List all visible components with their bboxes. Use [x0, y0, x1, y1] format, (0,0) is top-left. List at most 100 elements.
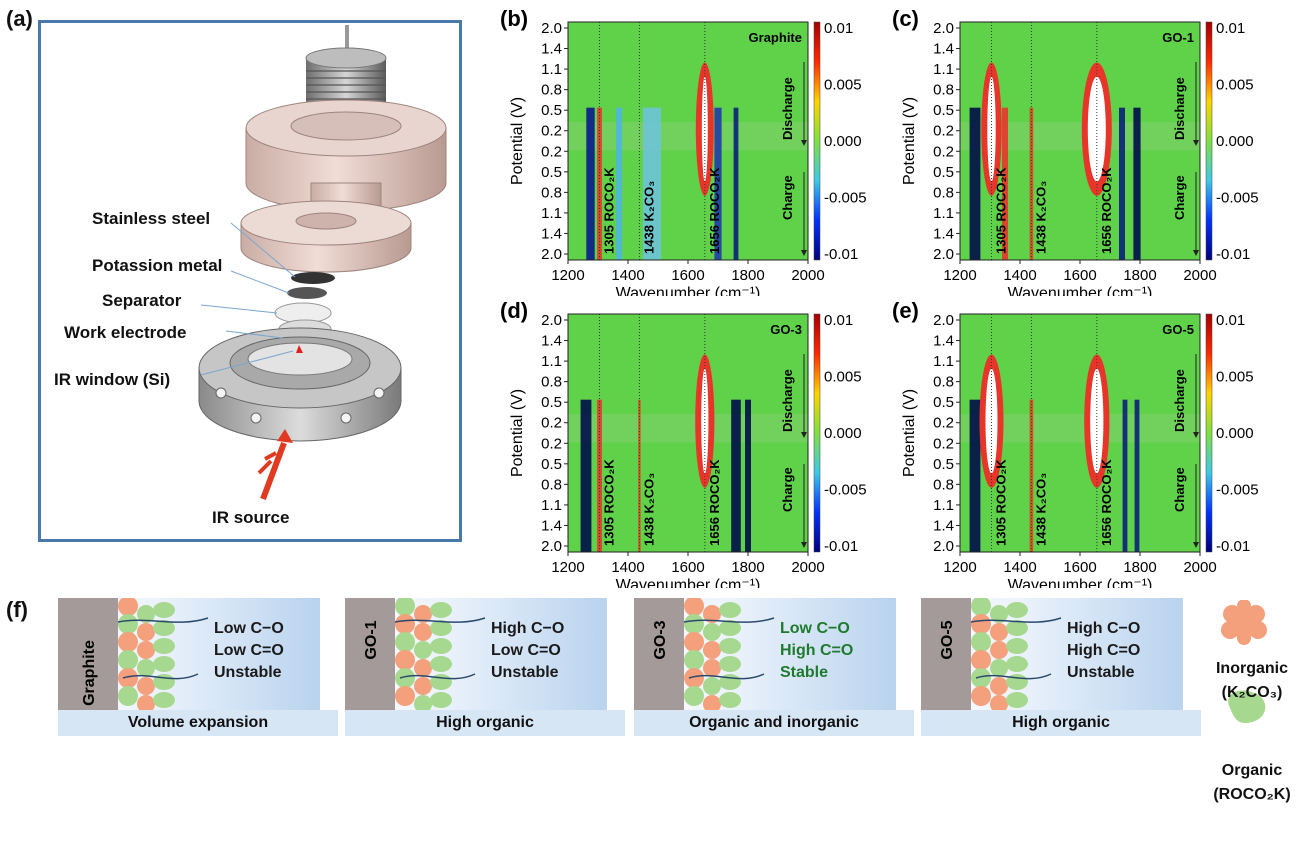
x-tick-label: 1600	[1063, 559, 1096, 576]
peak-label-0: 1305 ROCO₂K	[602, 167, 617, 254]
heatmap-panel-3: 2.0 1.4 1.1 0.8 0.5 0.2 0.2 0.5 0.8 1.1 1.4 2.0 1200…	[500, 296, 904, 594]
property-line: Low C−O	[780, 620, 850, 637]
electrode-label: GO-5	[939, 620, 956, 659]
peak-label-2: 1656 ROCO₂K	[1099, 167, 1114, 254]
y-axis-label: Potential (V)	[509, 97, 526, 185]
colorbar-tick: 0.000	[1216, 133, 1254, 150]
y-tick-label: 0.5	[933, 394, 954, 411]
x-tick-label: 1400	[1003, 267, 1036, 284]
heatmap-peak-4	[701, 76, 708, 182]
sei-scene-3: GO-3 Low C−O High C=O Stable	[634, 598, 896, 710]
y-tick-label: 0.8	[541, 374, 562, 391]
y-tick-label: 0.2	[541, 415, 562, 432]
colorbar-tick: 0.005	[824, 369, 862, 386]
ir-beam-arrow	[257, 429, 293, 501]
cell-exploded-view	[198, 25, 447, 501]
property-line: High C−O	[1067, 620, 1141, 637]
y-tick-label: 0.8	[933, 184, 954, 201]
electrode-slab	[921, 598, 971, 710]
y-tick-label: 0.8	[933, 82, 954, 99]
colorbar-tick: -0.005	[1216, 190, 1259, 207]
heatmap-band-5	[1119, 107, 1125, 261]
y-tick-label: 0.5	[541, 102, 562, 119]
heatmap-band-1	[597, 399, 602, 552]
electrode-label: GO-1	[363, 620, 380, 659]
x-tick-label: 1200	[943, 559, 976, 576]
legend-organic-formula: (ROCO₂K)	[1213, 786, 1291, 803]
colorbar-tick: -0.01	[824, 538, 858, 555]
crack-line	[688, 673, 765, 680]
heatmap-peak-3	[1090, 368, 1104, 474]
y-tick-label: 1.4	[541, 41, 562, 58]
property-line: Unstable	[214, 664, 282, 681]
scene-caption: Volume expansion	[58, 710, 338, 736]
heatmap-band-0	[586, 107, 595, 261]
label-work-electrode: Work electrode	[64, 323, 187, 342]
heatmap-panel-2: 2.0 1.4 1.1 0.8 0.5 0.2 0.2 0.5 0.8 1.1 1.4 2.0 1200…	[892, 4, 1296, 302]
y-tick-label: 0.2	[541, 435, 562, 452]
charge-label: Charge	[1172, 175, 1187, 220]
y-tick-label: 0.5	[933, 164, 954, 181]
discharge-label: Discharge	[780, 369, 795, 432]
y-tick-label: 0.2	[933, 143, 954, 160]
colorbar	[813, 313, 821, 553]
heatmap-band-6	[733, 107, 739, 261]
colorbar-tick: 0.01	[824, 20, 853, 37]
peak-label-0: 1305 ROCO₂K	[994, 167, 1009, 254]
colorbar	[813, 21, 821, 261]
y-tick-label: 0.5	[541, 456, 562, 473]
y-tick-label: 1.4	[933, 333, 954, 350]
property-line: Low C−O	[214, 620, 284, 637]
x-tick-label: 1800	[1123, 267, 1156, 284]
y-tick-label: 2.0	[933, 246, 954, 263]
heatmap-band-6	[1133, 107, 1141, 261]
legend-inorganic-formula: (K₂CO₃)	[1221, 684, 1283, 701]
y-tick-label: 0.2	[933, 415, 954, 432]
y-tick-label: 0.2	[933, 123, 954, 140]
colorbar-tick: 0.01	[1216, 20, 1245, 37]
colorbar-tick: -0.01	[824, 246, 858, 263]
y-tick-label: 0.8	[541, 184, 562, 201]
heatmap-band-2	[638, 399, 641, 552]
peak-label-2: 1656 ROCO₂K	[707, 167, 722, 254]
property-line: High C=O	[780, 642, 854, 659]
panel-label: (d)	[500, 298, 528, 323]
colorbar-tick: 0.000	[1216, 425, 1254, 442]
y-tick-label: 1.1	[933, 61, 954, 78]
x-tick-label: 1800	[731, 267, 764, 284]
crack-line	[975, 673, 1052, 680]
legend-inorganic: Inorganic	[1215, 660, 1288, 677]
colorbar-tick: -0.005	[1216, 482, 1259, 499]
panel-label: (e)	[892, 298, 919, 323]
y-tick-label: 0.5	[933, 456, 954, 473]
label-ir-source: IR source	[212, 508, 290, 527]
label-potassion-metal: Potassion metal	[92, 256, 223, 275]
sample-name: GO-1	[1162, 30, 1194, 45]
y-tick-label: 1.4	[933, 517, 954, 534]
heatmap-band-4	[731, 399, 741, 552]
heatmap-panel-1: 2.0 1.4 1.1 0.8 0.5 0.2 0.2 0.5 0.8 1.1 1.4 2.0 1200…	[500, 4, 904, 302]
heatmap-band-0	[969, 399, 981, 552]
peak-label-2: 1656 ROCO₂K	[707, 459, 722, 546]
x-tick-label: 2000	[1183, 267, 1216, 284]
heatmap-panel-4: 2.0 1.4 1.1 0.8 0.5 0.2 0.2 0.5 0.8 1.1 1.4 2.0 1200…	[892, 296, 1296, 594]
y-tick-label: 1.1	[541, 353, 562, 370]
charge-label: Charge	[1172, 467, 1187, 512]
heatmap-band-3	[1029, 107, 1034, 261]
property-line: High C=O	[1067, 642, 1141, 659]
y-tick-label: 1.1	[933, 205, 954, 222]
electrode-slab	[345, 598, 395, 710]
heatmap-band-5	[714, 107, 722, 261]
y-tick-label: 1.1	[541, 205, 562, 222]
y-tick-label: 2.0	[541, 20, 562, 37]
panel-f-legend: Inorganic (K₂CO₃) Organic (ROCO₂K)	[1212, 600, 1294, 810]
sei-scene-1: Graphite Low C−O Low C=O Unstable	[58, 598, 320, 710]
crack-line	[683, 617, 775, 623]
property-line: Stable	[780, 664, 829, 681]
peak-label-1: 1438 K₂CO₃	[641, 181, 656, 254]
property-line: High C−O	[491, 620, 565, 637]
sample-name: GO-5	[1162, 322, 1194, 337]
label-ir-window: IR window (Si)	[54, 370, 171, 389]
heatmap-peak-4	[1087, 76, 1106, 182]
y-tick-label: 1.1	[541, 61, 562, 78]
